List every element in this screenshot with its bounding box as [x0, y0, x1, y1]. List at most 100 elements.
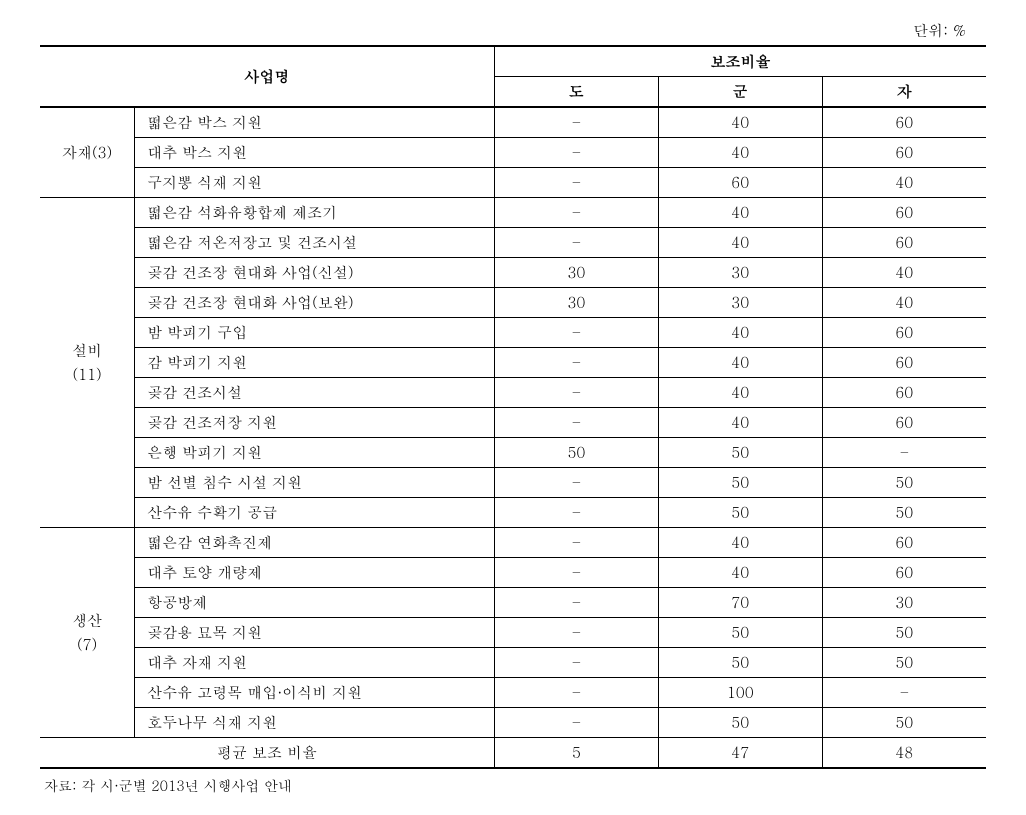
table-row: 감 박피기 지원–4060 [40, 348, 986, 378]
value-cell-ja: 60 [822, 198, 986, 228]
value-cell-ja: 50 [822, 648, 986, 678]
value-cell-ja: 60 [822, 228, 986, 258]
project-name-cell: 밤 박피기 구입 [135, 318, 495, 348]
value-cell-do: – [495, 138, 659, 168]
value-cell-do: – [495, 168, 659, 198]
value-cell-do: – [495, 648, 659, 678]
table-row: 대추 자재 지원–5050 [40, 648, 986, 678]
value-cell-ja: 30 [822, 588, 986, 618]
project-name-cell: 떫은감 저온저장고 및 건조시설 [135, 228, 495, 258]
table-row: 산수유 수확기 공급–5050 [40, 498, 986, 528]
header-project-name: 사업명 [40, 46, 495, 107]
table-row: 곶감 건조장 현대화 사업(보완)303040 [40, 288, 986, 318]
value-cell-ja: 60 [822, 107, 986, 138]
average-value-do: 5 [495, 738, 659, 769]
table-row: 대추 박스 지원–4060 [40, 138, 986, 168]
value-cell-gun: 40 [658, 107, 822, 138]
value-cell-ja: 60 [822, 348, 986, 378]
value-cell-ja: 40 [822, 258, 986, 288]
value-cell-gun: 50 [658, 708, 822, 738]
project-name-cell: 곶감 건조시설 [135, 378, 495, 408]
value-cell-do: – [495, 198, 659, 228]
value-cell-ja: – [822, 678, 986, 708]
value-cell-gun: 50 [658, 618, 822, 648]
value-cell-do: – [495, 318, 659, 348]
value-cell-do: – [495, 528, 659, 558]
table-row: 떫은감 저온저장고 및 건조시설–4060 [40, 228, 986, 258]
project-name-cell: 항공방제 [135, 588, 495, 618]
value-cell-gun: 50 [658, 438, 822, 468]
project-name-cell: 떫은감 석화유황합제 제조기 [135, 198, 495, 228]
header-subsidy-ratio: 보조비율 [495, 46, 986, 77]
table-row: 구지뽕 식재 지원–6040 [40, 168, 986, 198]
project-name-cell: 대추 박스 지원 [135, 138, 495, 168]
project-name-cell: 은행 박피기 지원 [135, 438, 495, 468]
value-cell-ja: 60 [822, 318, 986, 348]
value-cell-ja: 50 [822, 708, 986, 738]
category-cell: 생산(7) [40, 528, 135, 738]
value-cell-gun: 40 [658, 348, 822, 378]
project-name-cell: 떫은감 연화촉진제 [135, 528, 495, 558]
project-name-cell: 곶감 건조장 현대화 사업(신설) [135, 258, 495, 288]
average-value-gun: 47 [658, 738, 822, 769]
project-name-cell: 곶감 건조장 현대화 사업(보완) [135, 288, 495, 318]
value-cell-ja: 60 [822, 378, 986, 408]
table-row: 은행 박피기 지원5050– [40, 438, 986, 468]
subsidy-table: 사업명 보조비율 도 군 자 자재(3)떫은감 박스 지원–4060대추 박스 … [40, 45, 986, 769]
value-cell-do: – [495, 348, 659, 378]
value-cell-gun: 50 [658, 498, 822, 528]
table-row: 호두나무 식재 지원–5050 [40, 708, 986, 738]
table-row: 곶감용 묘목 지원–5050 [40, 618, 986, 648]
header-do: 도 [495, 77, 659, 108]
table-row: 밤 선별 침수 시설 지원–5050 [40, 468, 986, 498]
value-cell-do: – [495, 558, 659, 588]
project-name-cell: 떫은감 박스 지원 [135, 107, 495, 138]
value-cell-gun: 40 [658, 198, 822, 228]
value-cell-gun: 40 [658, 228, 822, 258]
project-name-cell: 산수유 수확기 공급 [135, 498, 495, 528]
value-cell-do: – [495, 618, 659, 648]
value-cell-ja: 60 [822, 558, 986, 588]
value-cell-do: – [495, 228, 659, 258]
value-cell-gun: 50 [658, 648, 822, 678]
average-label: 평균 보조 비율 [40, 738, 495, 769]
average-value-ja: 48 [822, 738, 986, 769]
value-cell-ja: 40 [822, 288, 986, 318]
value-cell-gun: 30 [658, 288, 822, 318]
value-cell-gun: 60 [658, 168, 822, 198]
category-cell: 설비(11) [40, 198, 135, 528]
project-name-cell: 대추 토양 개량제 [135, 558, 495, 588]
project-name-cell: 감 박피기 지원 [135, 348, 495, 378]
value-cell-do: – [495, 107, 659, 138]
table-row: 항공방제–7030 [40, 588, 986, 618]
table-row: 설비(11)떫은감 석화유황합제 제조기–4060 [40, 198, 986, 228]
value-cell-gun: 50 [658, 468, 822, 498]
project-name-cell: 대추 자재 지원 [135, 648, 495, 678]
value-cell-gun: 40 [658, 138, 822, 168]
value-cell-ja: 50 [822, 498, 986, 528]
value-cell-do: 30 [495, 258, 659, 288]
project-name-cell: 호두나무 식재 지원 [135, 708, 495, 738]
value-cell-do: – [495, 708, 659, 738]
value-cell-ja: 60 [822, 408, 986, 438]
project-name-cell: 밤 선별 침수 시설 지원 [135, 468, 495, 498]
value-cell-do: – [495, 378, 659, 408]
value-cell-gun: 40 [658, 378, 822, 408]
value-cell-gun: 70 [658, 588, 822, 618]
project-name-cell: 산수유 고령목 매입·이식비 지원 [135, 678, 495, 708]
header-ja: 자 [822, 77, 986, 108]
value-cell-gun: 40 [658, 408, 822, 438]
value-cell-gun: 100 [658, 678, 822, 708]
value-cell-ja: 60 [822, 528, 986, 558]
value-cell-do: – [495, 678, 659, 708]
value-cell-do: 30 [495, 288, 659, 318]
value-cell-gun: 30 [658, 258, 822, 288]
header-gun: 군 [658, 77, 822, 108]
project-name-cell: 곶감용 묘목 지원 [135, 618, 495, 648]
value-cell-do: 50 [495, 438, 659, 468]
average-row: 평균 보조 비율54748 [40, 738, 986, 769]
source-note: 자료: 각 시·군별 2013년 시행사업 안내 [40, 775, 986, 795]
value-cell-ja: – [822, 438, 986, 468]
project-name-cell: 구지뽕 식재 지원 [135, 168, 495, 198]
value-cell-gun: 40 [658, 558, 822, 588]
